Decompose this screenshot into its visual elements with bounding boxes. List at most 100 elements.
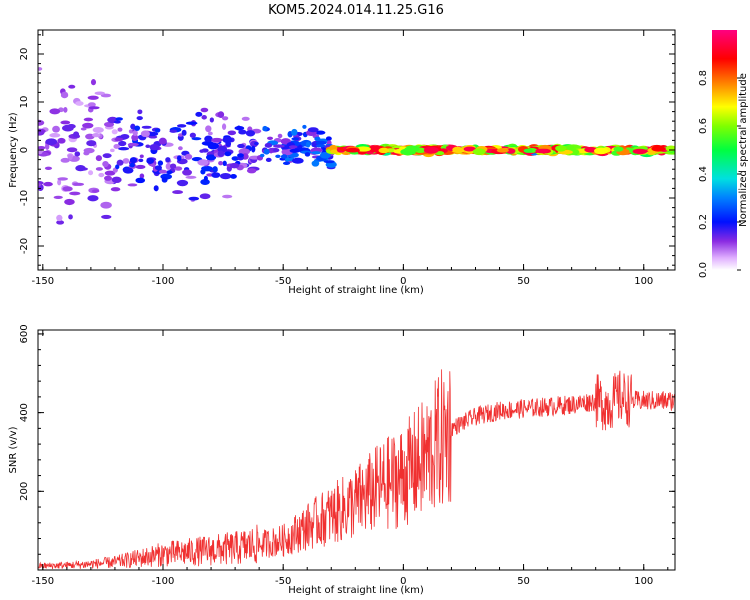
- heatmap-cell: [291, 157, 304, 164]
- heatmap-cell: [74, 151, 81, 157]
- heatmap-cell: [118, 140, 127, 147]
- heatmap-cell: [149, 143, 160, 151]
- heatmap-cell: [83, 117, 94, 122]
- heatmap-cell: [204, 135, 213, 143]
- heatmap-cell: [523, 148, 533, 153]
- heatmap-cell: [57, 177, 69, 181]
- heatmap-cell: [104, 170, 116, 176]
- snr-series-line: [38, 369, 675, 570]
- x-tick-label: -100: [152, 576, 175, 587]
- heatmap-cell: [323, 160, 335, 164]
- heatmap-cell: [113, 120, 121, 124]
- heatmap-cell: [57, 179, 62, 186]
- heatmap-cell: [154, 165, 162, 171]
- heatmap-cell: [219, 173, 232, 180]
- heatmap-cell: [161, 177, 168, 183]
- colorbar-tick-label: 0.4: [698, 166, 709, 182]
- heatmap-cell: [95, 155, 102, 162]
- heatmap-cell: [207, 131, 213, 136]
- heatmap-cell: [182, 169, 192, 176]
- heatmap-cell: [38, 183, 42, 187]
- heatmap-x-ticks: -150 -100 -50 0 50 100: [31, 30, 669, 287]
- colorbar-ticks: 0.0 0.2 0.4 0.6 0.8: [698, 70, 741, 278]
- heatmap-cell: [651, 145, 666, 152]
- heatmap-cell: [102, 153, 112, 159]
- heatmap-cell: [555, 145, 567, 152]
- heatmap-cell: [277, 133, 283, 139]
- heatmap-cell: [88, 170, 94, 176]
- heatmap-cell: [117, 127, 123, 132]
- heatmap-cell: [38, 130, 45, 136]
- heatmap-cell: [211, 137, 223, 143]
- heatmap-cell: [145, 144, 151, 149]
- y-tick-label: -20: [19, 238, 30, 254]
- heatmap-cell: [38, 67, 43, 71]
- heatmap-cell: [158, 169, 168, 174]
- heatmap-cell: [185, 175, 197, 179]
- x-tick-label: -50: [275, 276, 291, 287]
- heatmap-cell: [222, 136, 233, 144]
- heatmap-cell: [304, 152, 311, 157]
- heatmap-cell: [110, 148, 115, 153]
- heatmap-cell: [229, 162, 240, 169]
- heatmap-cell: [209, 117, 214, 123]
- x-tick-label: 100: [634, 276, 653, 287]
- heatmap-cell: [201, 115, 207, 120]
- heatmap-cell: [115, 164, 120, 170]
- heatmap-cell: [237, 153, 244, 158]
- heatmap-cell: [200, 107, 209, 113]
- heatmap-cell: [88, 106, 100, 110]
- heatmap-cell: [262, 125, 268, 132]
- heatmap-cell: [75, 165, 86, 172]
- heatmap-cell: [254, 141, 259, 146]
- snr-y-ticks: 200 400 600: [19, 324, 675, 571]
- heatmap-cell: [199, 149, 205, 153]
- heatmap-cell: [118, 146, 130, 151]
- heatmap-cell: [230, 174, 237, 179]
- heatmap-cell: [131, 134, 139, 141]
- heatmap-cell: [535, 148, 548, 154]
- heatmap-cell: [132, 130, 138, 137]
- heatmap-cell: [314, 136, 321, 142]
- heatmap-cell: [94, 91, 106, 95]
- heatmap-cell: [49, 108, 61, 115]
- heatmap-cell: [38, 146, 46, 150]
- heatmap-cell: [423, 146, 439, 154]
- heatmap-cell: [87, 95, 99, 100]
- heatmap-cell: [87, 102, 96, 108]
- heatmap-cell: [211, 172, 221, 178]
- heatmap-cell: [91, 189, 100, 193]
- x-tick-label: -50: [275, 576, 291, 587]
- colorbar: 0.0 0.2 0.4 0.6 0.8 Normalized spectral ampl…: [698, 30, 749, 278]
- heatmap-cell: [436, 151, 445, 156]
- heatmap-cell: [594, 147, 609, 155]
- heatmap-cell: [100, 93, 112, 98]
- heatmap-cell: [217, 150, 225, 157]
- snr-x-label: Height of straight line (km): [288, 585, 424, 596]
- heatmap-cell: [141, 125, 152, 129]
- heatmap-cell: [44, 166, 53, 170]
- heatmap-cell: [345, 147, 360, 153]
- colorbar-tick-label: 0.8: [698, 70, 709, 86]
- x-tick-label: -150: [31, 276, 54, 287]
- heatmap-cell: [378, 147, 390, 154]
- heatmap-cell: [184, 153, 193, 160]
- snr-y-label: SNR (v/v): [8, 426, 19, 473]
- heatmap-cell: [100, 201, 112, 209]
- heatmap-cell: [246, 168, 257, 174]
- heatmap-cell: [129, 162, 135, 168]
- heatmap-cell: [291, 137, 300, 141]
- heatmap-cell: [201, 141, 214, 146]
- x-tick-label: -100: [152, 276, 175, 287]
- heatmap-cell: [166, 170, 173, 175]
- y-tick-label: -10: [19, 190, 30, 206]
- snr-frame: [37, 329, 676, 571]
- heatmap-cell: [227, 130, 237, 136]
- heatmap-cell: [241, 116, 250, 121]
- heatmap-cell: [496, 148, 509, 153]
- heatmap-cell: [238, 148, 250, 155]
- colorbar-tick-label: 0.2: [698, 214, 709, 230]
- heatmap-cell: [222, 194, 233, 199]
- heatmap-cell: [263, 148, 270, 155]
